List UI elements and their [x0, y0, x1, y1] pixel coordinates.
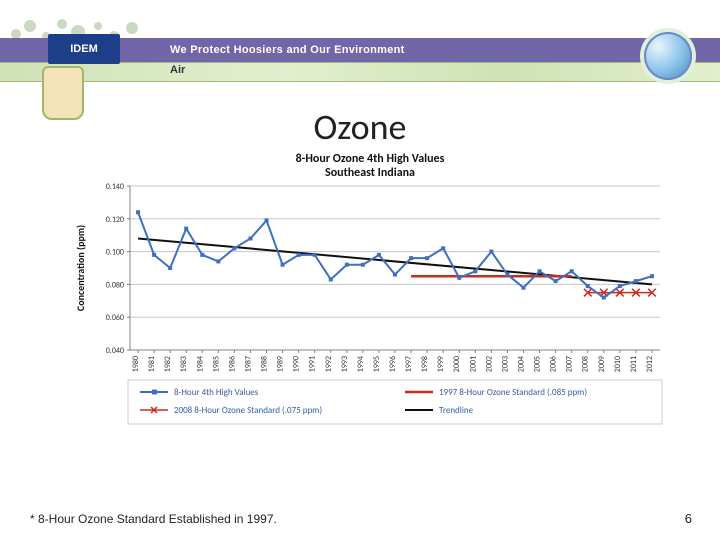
xtick-label: 1985 — [211, 356, 221, 372]
sky-medallion-icon — [644, 32, 692, 80]
xtick-label: 1990 — [292, 356, 302, 372]
ytick-label: 0.100 — [106, 248, 124, 258]
ytick-label: 0.140 — [106, 182, 124, 192]
data-marker — [232, 246, 236, 250]
xtick-label: 2008 — [581, 356, 591, 372]
data-marker — [602, 296, 606, 300]
data-marker — [248, 236, 252, 240]
data-marker — [265, 218, 269, 222]
xtick-label: 1999 — [436, 356, 446, 372]
data-marker — [152, 253, 156, 257]
data-marker — [184, 227, 188, 231]
data-marker — [345, 263, 349, 267]
xtick-label: 2003 — [500, 356, 510, 372]
data-marker — [393, 273, 397, 277]
data-marker — [200, 253, 204, 257]
xtick-label: 1989 — [276, 356, 286, 372]
data-marker — [457, 276, 461, 280]
xtick-label: 2011 — [629, 356, 639, 372]
xtick-label: 2001 — [468, 356, 478, 372]
slide-title: Ozone — [0, 105, 720, 149]
xtick-label: 2010 — [613, 356, 623, 372]
xtick-label: 2006 — [549, 356, 559, 372]
data-marker — [441, 246, 445, 250]
chart-title-1: 8-Hour Ozone 4th High Values — [296, 152, 445, 166]
data-marker — [313, 253, 317, 257]
legend-main: 8-Hour 4th High Values — [174, 387, 259, 398]
data-marker — [634, 279, 638, 283]
xtick-label: 2005 — [533, 356, 543, 372]
header-subline-strip: Air — [0, 62, 720, 82]
xtick-label: 1986 — [227, 356, 237, 372]
data-marker — [570, 269, 574, 273]
data-marker — [361, 263, 365, 267]
data-marker — [505, 273, 509, 277]
state-seal-icon — [42, 66, 84, 120]
trendline — [138, 238, 652, 284]
xtick-label: 1993 — [340, 356, 350, 372]
legend-2008: 2008 8-Hour Ozone Standard (.075 ppm) — [174, 405, 322, 416]
header-subline: Air — [170, 64, 185, 76]
data-marker — [618, 284, 622, 288]
xtick-label: 1982 — [163, 356, 173, 372]
data-marker — [554, 279, 558, 283]
data-marker — [521, 286, 525, 290]
ytick-label: 0.080 — [106, 280, 124, 290]
idem-logo: IDEM — [48, 34, 120, 64]
xtick-label: 2002 — [484, 356, 494, 372]
xtick-label: 1984 — [195, 356, 205, 372]
xtick-label: 2007 — [565, 356, 575, 372]
chart-title-2: Southeast Indiana — [325, 166, 415, 180]
data-marker — [329, 277, 333, 281]
xtick-label: 1995 — [372, 356, 382, 372]
xtick-label: 2012 — [645, 356, 655, 372]
data-marker — [377, 253, 381, 257]
legend-1997: 1997 8-Hour Ozone Standard (.085 ppm) — [439, 387, 587, 398]
xtick-label: 1992 — [324, 356, 334, 372]
xtick-label: 1980 — [131, 356, 141, 372]
xtick-label: 1996 — [388, 356, 398, 372]
xtick-label: 1983 — [179, 356, 189, 372]
data-marker — [425, 256, 429, 260]
xtick-label: 2009 — [597, 356, 607, 372]
xtick-label: 1991 — [308, 356, 318, 372]
data-marker — [489, 250, 493, 254]
data-marker — [473, 269, 477, 273]
y-axis-label: Concentration (ppm) — [74, 225, 87, 311]
ytick-label: 0.060 — [106, 313, 124, 323]
data-marker — [216, 259, 220, 263]
data-marker — [586, 284, 590, 288]
data-marker — [538, 269, 542, 273]
legend-trend: Trendline — [439, 405, 474, 416]
xtick-label: 1981 — [147, 356, 157, 372]
slide-root: We Protect Hoosiers and Our Environment … — [0, 0, 720, 540]
footnote: * 8-Hour Ozone Standard Established in 1… — [30, 512, 277, 526]
xtick-label: 2000 — [452, 356, 462, 372]
data-marker — [297, 253, 301, 257]
data-marker — [136, 210, 140, 214]
page-number: 6 — [685, 511, 692, 526]
xtick-label: 1994 — [356, 356, 366, 372]
ozone-chart: 8-Hour Ozone 4th High ValuesSoutheast In… — [70, 150, 670, 480]
xtick-label: 1997 — [404, 356, 414, 372]
ytick-label: 0.040 — [106, 346, 124, 356]
data-marker — [281, 263, 285, 267]
xtick-label: 1987 — [243, 356, 253, 372]
data-marker — [409, 256, 413, 260]
xtick-label: 1998 — [420, 356, 430, 372]
header-bar: We Protect Hoosiers and Our Environment … — [0, 8, 720, 70]
data-marker — [650, 274, 654, 278]
xtick-label: 1988 — [260, 356, 270, 372]
xtick-label: 2004 — [516, 356, 526, 372]
ytick-label: 0.120 — [106, 215, 124, 225]
data-marker — [168, 266, 172, 270]
